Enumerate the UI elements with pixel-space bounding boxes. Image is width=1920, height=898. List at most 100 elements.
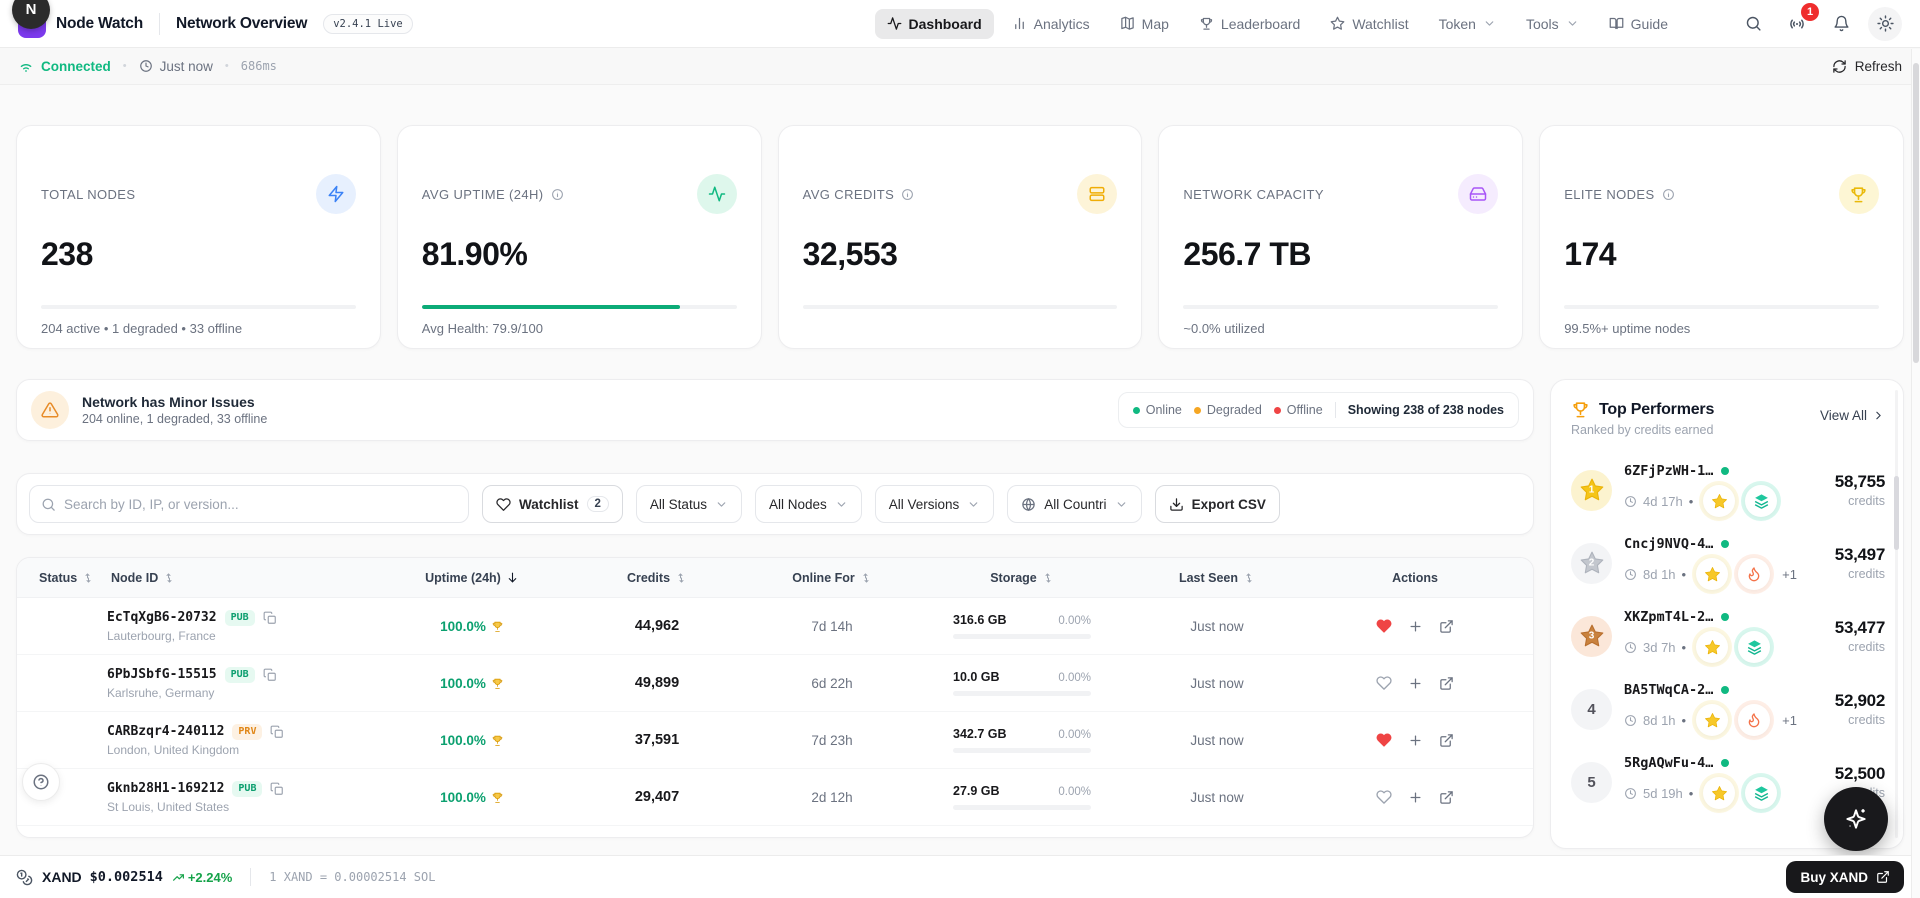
performer-duration: 8d 1h xyxy=(1643,566,1676,582)
performer-item[interactable]: 2 Cncj9NVQ-4… 8d 1h • + xyxy=(1571,536,1885,590)
external-link-icon[interactable] xyxy=(1439,733,1454,748)
theme-toggle-sun-icon[interactable] xyxy=(1868,6,1902,41)
favorite-heart-icon[interactable] xyxy=(1376,618,1392,634)
nextjs-dev-indicator[interactable]: N xyxy=(12,0,50,29)
performer-node-id: BA5TWqCA-2… xyxy=(1624,682,1714,698)
online-dot xyxy=(1721,613,1730,621)
versions-filter-select[interactable]: All Versions xyxy=(874,485,995,523)
credits-label: credits xyxy=(1848,567,1885,581)
search-icon[interactable] xyxy=(1736,7,1770,41)
sparkles-icon xyxy=(1843,806,1869,832)
nav-item-tools[interactable]: Tools xyxy=(1514,9,1591,39)
bell-icon[interactable] xyxy=(1824,7,1858,41)
sort-icon xyxy=(675,572,687,584)
view-all-link[interactable]: View All xyxy=(1820,408,1885,423)
info-icon[interactable] xyxy=(1662,188,1675,201)
rank-badge: 4 xyxy=(1571,688,1612,730)
trophy-icon xyxy=(491,791,504,804)
table-row[interactable]: CARBzqr4-240112 PRV London, United Kingd… xyxy=(17,712,1533,769)
trophy-icon xyxy=(1199,16,1214,31)
assistant-fab[interactable] xyxy=(1824,787,1888,851)
column-uptime[interactable]: Uptime (24h) xyxy=(387,571,557,585)
countries-filter-select[interactable]: All Countri xyxy=(1007,485,1142,523)
online-dot xyxy=(1721,686,1730,694)
status-filter-select[interactable]: All Status xyxy=(635,485,742,523)
table-row-partial[interactable]: PRV xyxy=(17,826,1533,837)
column-storage[interactable]: Storage xyxy=(907,571,1137,585)
nav-item-map[interactable]: Map xyxy=(1108,9,1181,39)
online-for-value: 7d 14h xyxy=(811,618,853,634)
nav-item-guide[interactable]: Guide xyxy=(1597,9,1680,39)
copy-icon[interactable] xyxy=(270,725,284,739)
storage-cell: 27.9 GB 0.00% xyxy=(953,784,1091,810)
panel-scrollbar-thumb[interactable] xyxy=(1894,476,1899,550)
stat-label: NETWORK CAPACITY xyxy=(1183,186,1324,202)
star-achievement-badge xyxy=(1703,777,1736,809)
export-csv-button[interactable]: Export CSV xyxy=(1154,485,1280,523)
help-button[interactable] xyxy=(22,763,60,801)
nav-item-watchlist[interactable]: Watchlist xyxy=(1318,9,1420,39)
showing-count: Showing 238 of 238 nodes xyxy=(1347,403,1504,417)
separator-dot: • xyxy=(224,60,229,72)
performer-item[interactable]: 3 XKZpmT4L-2… 3d 7h • xyxy=(1571,609,1885,663)
table-row[interactable]: 6PbJSbfG-15515 PUB Karlsruhe, Germany 10… xyxy=(17,655,1533,712)
broadcast-icon[interactable]: 1 xyxy=(1780,2,1819,41)
stat-progress xyxy=(1564,305,1879,309)
chevron-down-icon xyxy=(967,498,980,511)
page-scrollbar-thumb[interactable] xyxy=(1913,63,1919,363)
info-icon[interactable] xyxy=(551,188,564,201)
favorite-heart-icon[interactable] xyxy=(1376,732,1392,748)
connection-status: Connected xyxy=(18,58,111,74)
performer-credits: 58,755 xyxy=(1834,472,1886,491)
nav-item-token[interactable]: Token xyxy=(1427,9,1508,39)
stat-card-avg-credits: AVG CREDITS 32,553 xyxy=(777,125,1143,349)
nav-item-leaderboard[interactable]: Leaderboard xyxy=(1187,9,1312,39)
top-navigation-bar: N Node Watch Network Overview v2.4.1 Liv… xyxy=(0,0,1920,48)
table-header-row: Status Node ID Uptime (24h) Credits Onli… xyxy=(17,558,1533,598)
add-to-compare-icon[interactable] xyxy=(1408,676,1423,691)
search-input[interactable] xyxy=(64,496,457,512)
column-last-seen[interactable]: Last Seen xyxy=(1137,571,1297,585)
table-row[interactable]: EcTqXgB6-20732 PUB Lauterbourg, France 1… xyxy=(17,598,1533,655)
add-to-compare-icon[interactable] xyxy=(1408,733,1423,748)
main-nav: Dashboard Analytics Map Leaderboard Watc… xyxy=(874,8,1680,39)
column-online-for[interactable]: Online For xyxy=(757,571,907,585)
map-icon xyxy=(1120,16,1135,31)
external-link-icon[interactable] xyxy=(1439,790,1454,805)
column-status[interactable]: Status xyxy=(17,571,107,585)
performer-item[interactable]: 4 BA5TWqCA-2… 8d 1h • +1 xyxy=(1571,682,1885,736)
sort-icon xyxy=(163,572,175,584)
external-link-icon[interactable] xyxy=(1439,619,1454,634)
page-scrollbar[interactable] xyxy=(1911,49,1920,898)
column-node-id[interactable]: Node ID xyxy=(107,571,387,585)
stat-card-avg-uptime: AVG UPTIME (24H) 81.90% Avg Health: 79.9… xyxy=(396,125,762,349)
stat-progress xyxy=(421,305,737,309)
nodes-filter-select[interactable]: All Nodes xyxy=(754,485,862,523)
star-achievement-badge xyxy=(1696,558,1729,590)
favorite-heart-icon[interactable] xyxy=(1376,675,1392,691)
page-title: Network Overview xyxy=(175,14,308,32)
watchlist-filter-button[interactable]: Watchlist 2 xyxy=(482,485,623,523)
add-to-compare-icon[interactable] xyxy=(1408,790,1423,805)
copy-icon[interactable] xyxy=(263,668,277,682)
credits-value: 44,962 xyxy=(634,618,680,634)
connection-status-bar: Connected • Just now • 686ms Refresh xyxy=(0,48,1920,85)
performer-credits: 52,902 xyxy=(1834,691,1886,710)
add-to-compare-icon[interactable] xyxy=(1408,619,1423,634)
nav-item-dashboard[interactable]: Dashboard xyxy=(874,8,994,39)
column-credits[interactable]: Credits xyxy=(557,571,757,585)
performer-node-id: 6ZFjPzWH-1… xyxy=(1624,463,1714,479)
refresh-button[interactable]: Refresh xyxy=(1832,59,1902,74)
info-icon[interactable] xyxy=(901,188,914,201)
copy-icon[interactable] xyxy=(263,611,277,625)
layers-achievement-badge xyxy=(1745,485,1778,517)
external-link-icon[interactable] xyxy=(1439,676,1454,691)
performer-item[interactable]: 1 6ZFjPzWH-1… 4d 17h • xyxy=(1571,463,1885,517)
panel-scrollbar-track[interactable] xyxy=(1895,390,1898,838)
favorite-heart-icon[interactable] xyxy=(1376,789,1392,805)
table-row[interactable]: Gknb28H1-169212 PUB St Louis, United Sta… xyxy=(17,769,1533,826)
buy-xand-button[interactable]: Buy XAND xyxy=(1786,861,1904,893)
nav-item-analytics[interactable]: Analytics xyxy=(1000,9,1102,39)
performer-node-id: Cncj9NVQ-4… xyxy=(1624,536,1714,552)
copy-icon[interactable] xyxy=(270,782,284,796)
